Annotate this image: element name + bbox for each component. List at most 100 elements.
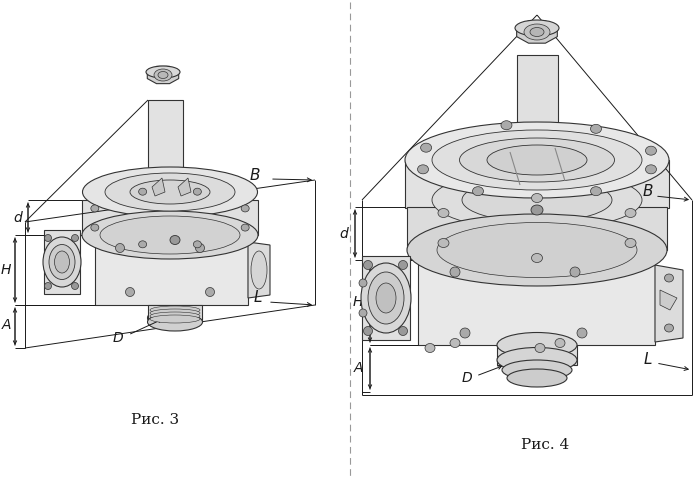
Text: H: H — [1, 263, 11, 277]
Ellipse shape — [150, 312, 200, 320]
Ellipse shape — [49, 245, 75, 280]
Ellipse shape — [170, 236, 180, 245]
Ellipse shape — [148, 313, 202, 331]
Ellipse shape — [359, 279, 367, 287]
Ellipse shape — [398, 326, 407, 336]
Ellipse shape — [139, 188, 146, 195]
Ellipse shape — [193, 188, 202, 195]
Polygon shape — [95, 235, 248, 305]
Ellipse shape — [570, 267, 580, 277]
Text: A: A — [354, 361, 363, 375]
Ellipse shape — [577, 328, 587, 338]
Polygon shape — [418, 260, 655, 345]
Ellipse shape — [150, 306, 200, 314]
Text: D: D — [462, 371, 472, 385]
Ellipse shape — [368, 272, 404, 324]
Polygon shape — [148, 100, 183, 195]
Ellipse shape — [407, 163, 667, 238]
Polygon shape — [82, 200, 258, 235]
Ellipse shape — [450, 267, 460, 277]
Text: Рис. 4: Рис. 4 — [521, 438, 569, 452]
Text: A: A — [1, 318, 10, 332]
Ellipse shape — [507, 369, 567, 387]
Ellipse shape — [55, 251, 69, 273]
Polygon shape — [497, 345, 577, 365]
Ellipse shape — [359, 309, 367, 317]
Text: L: L — [253, 291, 262, 305]
Ellipse shape — [432, 130, 642, 190]
Ellipse shape — [432, 170, 642, 230]
Polygon shape — [362, 256, 410, 340]
Ellipse shape — [438, 239, 449, 248]
Ellipse shape — [645, 165, 657, 174]
Ellipse shape — [150, 309, 200, 317]
Ellipse shape — [146, 66, 180, 78]
Ellipse shape — [531, 194, 542, 203]
Text: d: d — [340, 227, 349, 241]
Ellipse shape — [105, 173, 235, 211]
Ellipse shape — [91, 205, 99, 212]
Ellipse shape — [501, 121, 512, 130]
Ellipse shape — [116, 243, 125, 252]
Ellipse shape — [437, 222, 637, 278]
Ellipse shape — [421, 143, 432, 152]
Ellipse shape — [524, 24, 550, 40]
Ellipse shape — [71, 282, 78, 290]
Ellipse shape — [241, 205, 249, 212]
Text: Рис. 3: Рис. 3 — [131, 413, 179, 427]
Ellipse shape — [625, 208, 636, 217]
Ellipse shape — [241, 224, 249, 231]
Ellipse shape — [535, 344, 545, 352]
Polygon shape — [517, 55, 558, 205]
Ellipse shape — [45, 235, 52, 241]
Polygon shape — [248, 242, 270, 298]
Ellipse shape — [83, 167, 258, 217]
Ellipse shape — [450, 338, 460, 348]
Ellipse shape — [139, 241, 146, 248]
Ellipse shape — [462, 178, 612, 222]
Ellipse shape — [664, 274, 673, 282]
Ellipse shape — [82, 211, 258, 259]
Ellipse shape — [591, 124, 601, 133]
Ellipse shape — [664, 324, 673, 332]
Ellipse shape — [100, 216, 240, 254]
Polygon shape — [152, 178, 165, 196]
Ellipse shape — [515, 20, 559, 36]
Ellipse shape — [487, 145, 587, 175]
Polygon shape — [178, 178, 191, 196]
Polygon shape — [44, 230, 80, 294]
Text: H: H — [353, 295, 363, 309]
Ellipse shape — [363, 261, 372, 270]
Ellipse shape — [361, 263, 411, 333]
Ellipse shape — [195, 243, 204, 252]
Ellipse shape — [645, 146, 657, 155]
Ellipse shape — [125, 287, 134, 296]
Ellipse shape — [150, 315, 200, 323]
Polygon shape — [148, 305, 202, 322]
Ellipse shape — [206, 287, 214, 296]
Ellipse shape — [148, 307, 202, 329]
Polygon shape — [407, 207, 667, 250]
Ellipse shape — [555, 338, 565, 348]
Text: L: L — [644, 352, 652, 368]
Ellipse shape — [591, 187, 601, 196]
Ellipse shape — [71, 235, 78, 241]
Polygon shape — [655, 265, 683, 342]
Ellipse shape — [193, 241, 202, 248]
Ellipse shape — [438, 208, 449, 217]
Ellipse shape — [45, 282, 52, 290]
Ellipse shape — [363, 326, 372, 336]
Text: B: B — [643, 185, 653, 199]
Ellipse shape — [405, 122, 669, 198]
Ellipse shape — [43, 237, 81, 287]
Ellipse shape — [158, 72, 168, 78]
Ellipse shape — [531, 253, 542, 262]
Text: d: d — [13, 211, 22, 225]
Ellipse shape — [473, 187, 484, 196]
Ellipse shape — [251, 251, 267, 289]
Ellipse shape — [130, 180, 210, 204]
Ellipse shape — [91, 224, 99, 231]
Ellipse shape — [531, 205, 543, 215]
Ellipse shape — [497, 333, 577, 358]
Ellipse shape — [530, 28, 544, 36]
